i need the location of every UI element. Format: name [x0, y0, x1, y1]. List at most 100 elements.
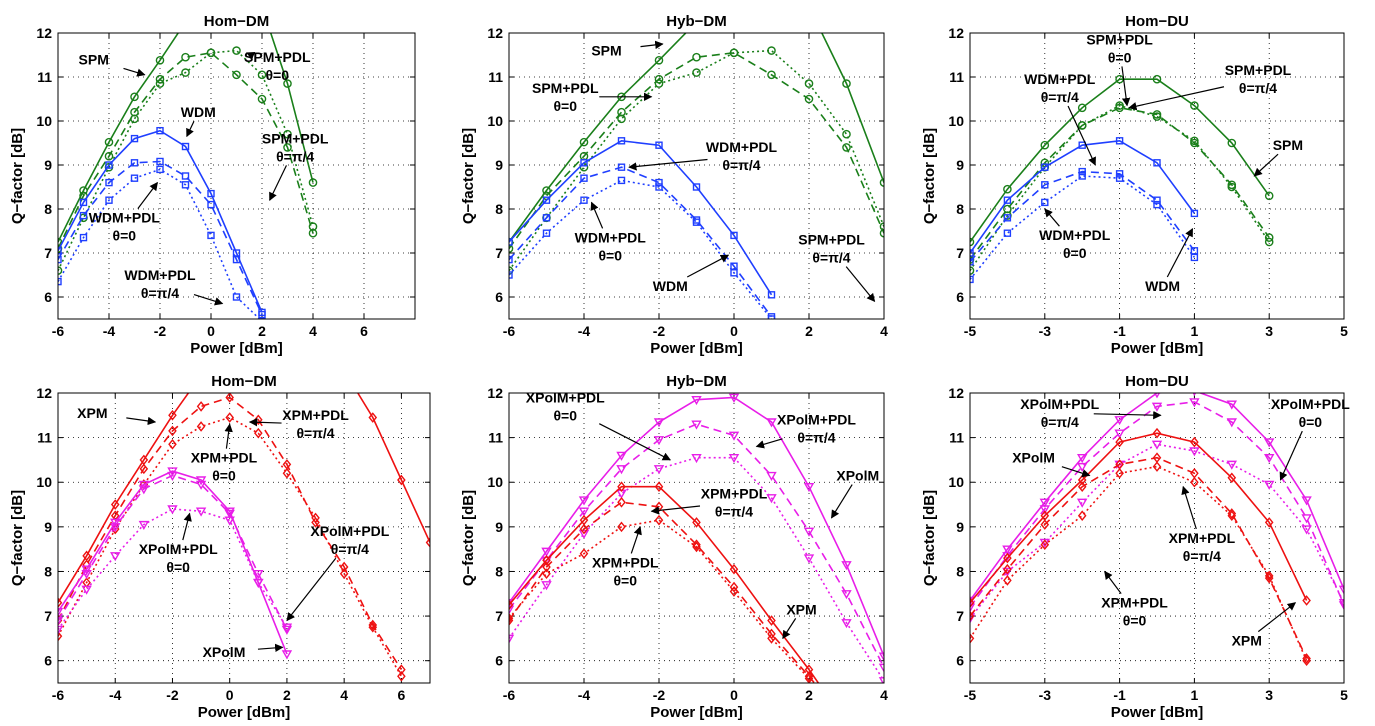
annotation-label: XPolM+PDL [1020, 396, 1099, 412]
data-point-blue [232, 293, 241, 301]
x-tick-label: 6 [397, 687, 405, 703]
y-tick-label: 7 [495, 608, 503, 624]
data-point-blue [767, 291, 776, 299]
axes-box [969, 392, 1345, 684]
data-point-magenta [81, 569, 92, 580]
data-point-red [225, 412, 234, 423]
x-tick-label: 4 [880, 323, 888, 339]
data-point-magenta [878, 652, 884, 662]
series-line-blue-dashed [970, 170, 1196, 263]
axes-box [508, 32, 885, 320]
annotation-label: SPM+PDL [1225, 62, 1292, 78]
annotation-label: XPM [1232, 633, 1262, 649]
annotation-arrow [137, 181, 158, 209]
data-point-blue [580, 159, 588, 167]
data-point-red [284, 329, 291, 337]
panel-1: -6 -4 -2 0 2 4 6 6 7 8 9 10 11 12 Hom−DM Power [dBm] Q−f… [9, 13, 416, 357]
data-point-magenta [1076, 498, 1088, 508]
data-point-magenta [281, 650, 293, 660]
data-point-red [654, 481, 664, 493]
panel-title: Hom−DM [204, 13, 269, 30]
data-point-magenta [281, 623, 293, 633]
data-point-magenta [1226, 418, 1238, 428]
data-point-red [196, 421, 206, 432]
x-tick-label: -6 [52, 323, 65, 339]
annotation-label: XPM+PDL [191, 450, 258, 466]
data-point-red [579, 523, 589, 535]
data-point-red [1227, 472, 1237, 484]
axes-box [508, 392, 885, 684]
y-tick-label: 12 [36, 385, 52, 401]
annotation-arrow [630, 526, 642, 554]
y-tick-label: 9 [44, 519, 52, 535]
x-tick-label: 0 [730, 687, 738, 703]
data-point-red [1077, 481, 1087, 493]
panel-title: Hyb−DM [666, 373, 726, 390]
panel-5: -6 -4 -2 0 2 4 6 7 8 9 10 11 12 Hyb−DM Power [dBm] Q−fa… [460, 373, 888, 721]
data-point-blue [105, 196, 113, 204]
y-tick-label: 7 [956, 245, 964, 261]
x-tick-label: -6 [503, 323, 516, 339]
data-point-red [1040, 519, 1050, 530]
x-axis-label: Power [dBm] [1111, 704, 1204, 721]
data-point-red [1227, 510, 1237, 522]
y-tick-label: 7 [44, 245, 52, 261]
data-point-blue [58, 277, 62, 286]
data-point-green [879, 228, 884, 238]
data-point-red [58, 630, 63, 642]
data-point-red [58, 597, 63, 609]
annotation-arrow [257, 643, 284, 653]
axes-box [969, 32, 1345, 320]
data-point-green [104, 137, 114, 147]
y-tick-label: 9 [495, 157, 503, 173]
annotation-label: θ=0 [266, 67, 290, 83]
data-point-red [617, 481, 626, 493]
data-point-green [104, 151, 114, 161]
series-line-magenta-solid [58, 470, 288, 655]
x-tick-label: -6 [52, 687, 65, 703]
data-point-blue [1115, 170, 1124, 178]
y-tick-label: 9 [956, 157, 964, 173]
data-point-green [879, 178, 884, 187]
data-point-blue [232, 255, 241, 264]
x-tick-label: 2 [283, 687, 291, 703]
data-point-blue [1078, 167, 1086, 176]
annotation-arrow [1121, 66, 1131, 107]
data-point-green [257, 94, 267, 104]
data-point-green [617, 114, 626, 124]
x-tick-label: 0 [207, 323, 215, 339]
x-tick-label: 0 [730, 323, 738, 339]
panel-2: -6 -4 -2 0 2 4 6 7 8 9 10 11 12 Hyb−DM Power [dBm] Q−fa… [460, 13, 888, 357]
data-point-green [283, 129, 292, 139]
data-point-green [1264, 191, 1274, 201]
panel-3: -5 -3 -1 1 3 5 6 7 8 9 10 11 12 Hom−DU Power [dBm] Q−fa… [921, 13, 1348, 357]
annotation-label: XPM+PDL [1169, 530, 1236, 546]
annotation-label: θ=π/4 [276, 148, 314, 164]
data-point-green [232, 70, 241, 80]
panel-title: Hom−DM [211, 373, 276, 390]
data-point-blue [580, 174, 588, 182]
data-point-blue [970, 275, 974, 284]
y-tick-label: 7 [44, 608, 52, 624]
data-point-blue [1041, 163, 1049, 171]
data-point-red [767, 628, 776, 640]
data-point-red [692, 539, 701, 551]
x-tick-label: -5 [964, 323, 977, 339]
annotation-label: SPM+PDL [262, 130, 329, 146]
x-axis-label: Power [dBm] [650, 340, 743, 357]
series-line-green-solid [970, 78, 1270, 243]
series-line-green-dashed [970, 106, 1270, 261]
series-group [970, 393, 1344, 667]
data-point-red [1077, 510, 1087, 522]
annotation-label: WDM+PDL [706, 139, 778, 155]
data-point-magenta [578, 507, 590, 517]
y-tick-label: 6 [44, 653, 52, 669]
series-group [58, 33, 318, 319]
data-point-green [767, 70, 776, 80]
data-point-red [729, 563, 739, 575]
data-point-magenta [138, 480, 150, 490]
data-point-green [181, 52, 190, 62]
annotation-label: WDM+PDL [124, 267, 196, 283]
data-point-magenta [1192, 393, 1197, 397]
data-point-blue [1041, 181, 1049, 189]
